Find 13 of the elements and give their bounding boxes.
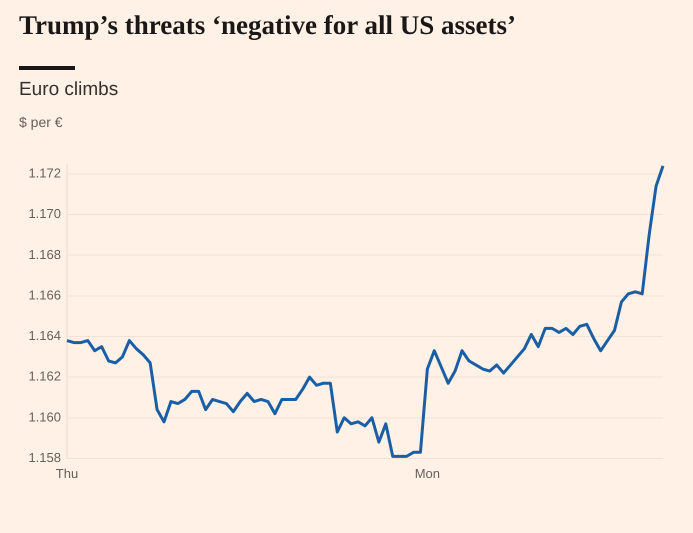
y-tick-label: 1.172 [28, 166, 61, 181]
y-tick-label: 1.158 [28, 450, 61, 465]
y-tick-label: 1.166 [28, 287, 61, 302]
y-axis-title: $ per € [19, 114, 63, 130]
y-tick-label: 1.160 [28, 409, 61, 424]
x-tick-label: Thu [56, 466, 78, 481]
y-tick-label: 1.164 [28, 328, 61, 344]
chart-subtitle: Euro climbs [19, 79, 118, 101]
chart-title: Trump’s threats ‘negative for all US assets’ [19, 10, 516, 41]
y-tick-label: 1.170 [28, 206, 61, 222]
y-tick-label: 1.162 [28, 368, 61, 384]
y-tick-label: 1.168 [28, 246, 61, 262]
x-tick-label: Mon [414, 466, 440, 481]
